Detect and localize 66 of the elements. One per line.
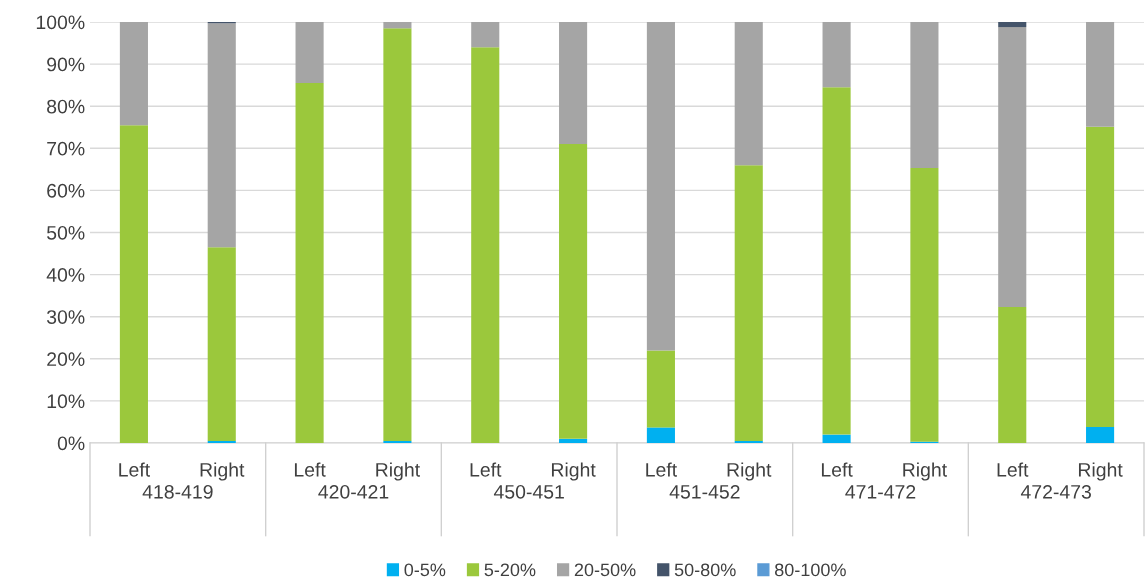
text: 472-473 (1020, 484, 1091, 499)
bar (910, 168, 939, 442)
x-tick-label: Right (200, 462, 245, 481)
bar (822, 22, 851, 88)
bar (207, 440, 236, 443)
bar (1086, 126, 1115, 427)
bar (734, 22, 763, 166)
bar (119, 125, 148, 443)
legend-label: 50-80% (674, 563, 736, 577)
x-tick-label: Left (646, 462, 677, 477)
bar (822, 434, 851, 443)
bar (998, 22, 1027, 28)
x-tick-label: Left (119, 462, 150, 477)
x-tick-label: Right (903, 462, 947, 481)
x-tick-label: Right (727, 462, 772, 481)
y-tick-label: 20% (47, 352, 85, 367)
bar (559, 144, 588, 439)
bar (207, 247, 236, 441)
bar (383, 28, 412, 441)
text: 471-472 (845, 484, 916, 499)
bar (998, 307, 1027, 443)
bar (471, 47, 500, 443)
bar (998, 27, 1027, 308)
x-tick-label: Left (821, 462, 853, 477)
y-tick-label: 100% (36, 15, 85, 30)
legend-label: 80-100% (775, 563, 846, 577)
legend-label: 5-20% (484, 563, 536, 577)
bar (1086, 22, 1115, 127)
bar (646, 22, 675, 351)
bar (207, 23, 236, 248)
x-tick-label: Left (470, 462, 502, 477)
x-tick-label: Right (551, 462, 596, 481)
x-tick-label: Left (294, 462, 326, 477)
y-tick-label: 60% (47, 183, 85, 198)
text: 418-419 (142, 484, 213, 499)
legend-label: 0-5% (404, 563, 446, 577)
bar (119, 22, 148, 126)
bar (295, 83, 324, 443)
bar (1086, 427, 1115, 443)
text: 420-421 (318, 484, 389, 499)
y-tick-label: 30% (46, 310, 85, 324)
bar (559, 22, 588, 145)
y-tick-label: 90% (47, 57, 85, 72)
y-tick-label: 50% (47, 225, 85, 240)
bar (646, 350, 675, 428)
bar (383, 440, 412, 443)
y-tick-label: 10% (47, 394, 85, 409)
x-tick-label: Right (1078, 462, 1123, 481)
text: 450-451 (493, 484, 564, 499)
bar (822, 87, 851, 435)
text: 451-452 (669, 484, 740, 499)
x-tick-label: Left (997, 462, 1029, 477)
bar (295, 22, 324, 84)
y-tick-label: 70% (47, 141, 85, 156)
bar (559, 438, 588, 443)
y-tick-label: 0% (57, 436, 85, 451)
bar (910, 22, 939, 169)
bar (383, 22, 412, 29)
y-tick-label: 40% (46, 268, 85, 282)
bar (471, 22, 500, 48)
bar (734, 440, 763, 443)
y-tick-label: 80% (47, 99, 85, 114)
x-tick-label: Right (376, 462, 420, 481)
bar (646, 427, 675, 443)
bar (734, 165, 763, 441)
legend-label: 20-50% (574, 563, 636, 577)
